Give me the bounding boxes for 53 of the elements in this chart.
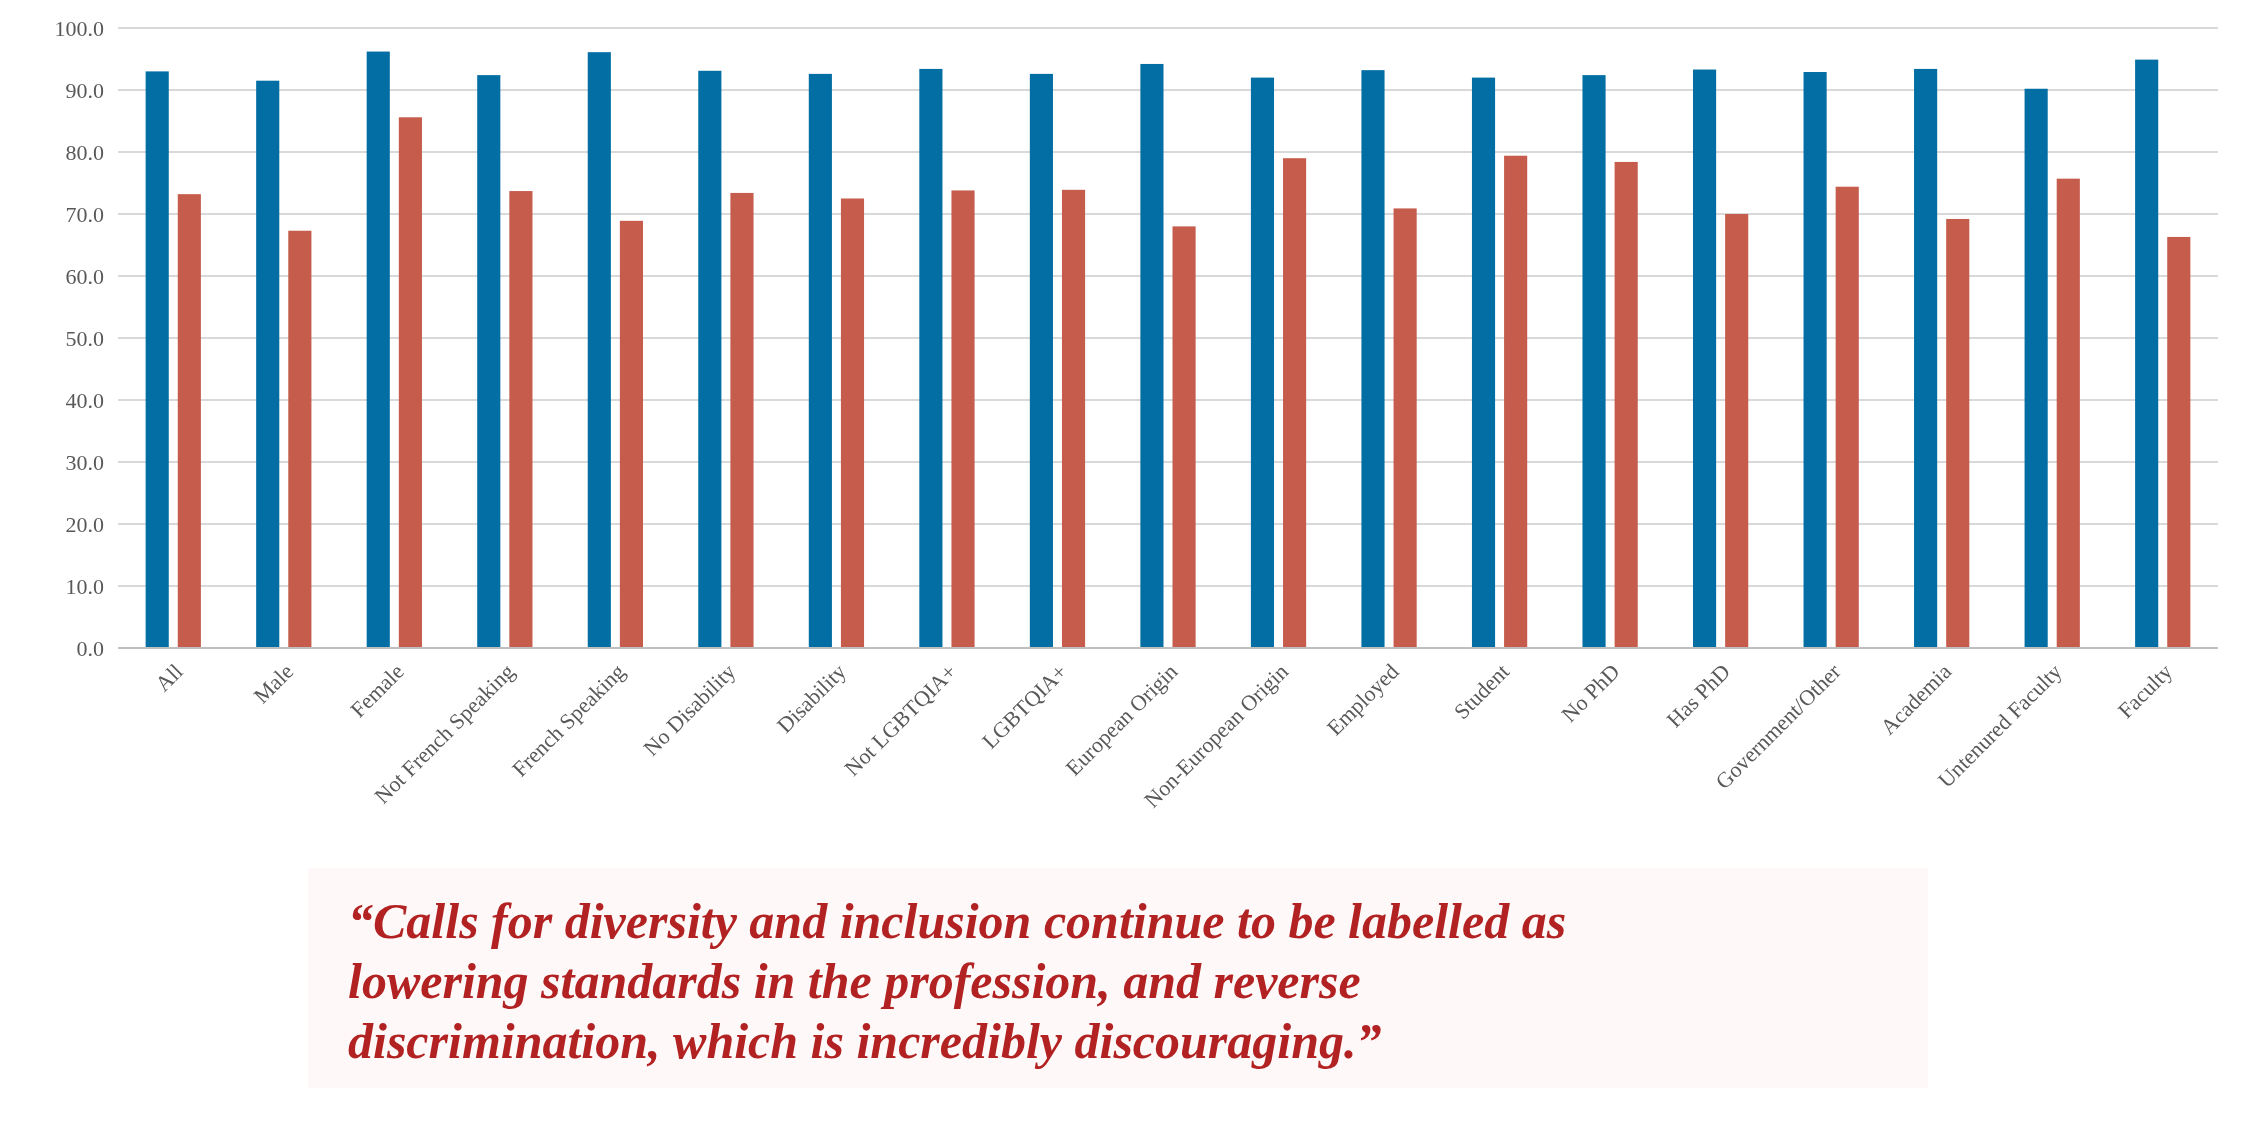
bar [2135,59,2159,648]
y-tick-label: 50.0 [65,325,104,351]
y-tick-label: 100.0 [54,15,104,41]
bar [145,71,169,648]
bar [2167,236,2191,648]
x-tick-label: Male [248,658,299,709]
bar [587,52,611,648]
bar [477,75,501,648]
bar [698,70,722,648]
bar [840,198,865,648]
y-tick-label: 80.0 [65,139,104,165]
bar [2056,178,2080,648]
bar [1393,208,1417,648]
bar [1029,73,1053,648]
bar [398,117,422,648]
bar [619,220,643,648]
x-tick-label: No PhD [1556,658,1625,727]
bar [808,73,832,648]
bar [177,194,201,648]
y-tick-label: 20.0 [65,511,104,537]
bar [1061,189,1086,648]
bar [1946,218,1970,648]
bar [1803,72,1827,648]
bar [1835,186,1859,648]
y-tick-label: 40.0 [65,387,104,413]
y-tick-label: 30.0 [65,449,104,475]
bar [1614,161,1638,648]
bar [366,51,390,648]
bar [919,68,943,648]
bar [1504,155,1528,648]
bar [1172,226,1196,648]
bar [1250,77,1275,648]
bar [1725,214,1749,648]
text: “Calls for diversity and inclusion continue to be labelled as lowering standards in the profession, and reverse discrimination, which is incredibly discouraging.” [348,893,1567,1069]
x-tick-label: All [150,658,188,697]
bar [730,192,754,648]
bar [256,80,280,648]
bar [1283,158,1307,648]
bar [1693,69,1717,648]
bar [1361,70,1385,648]
bar [288,230,312,648]
bar [1914,68,1938,648]
bar [1471,77,1496,648]
y-tick-label: 60.0 [65,263,104,289]
y-tick-label: 90.0 [65,77,104,103]
bar [951,190,975,648]
bar [1140,63,1164,648]
y-tick-label: 10.0 [65,573,104,599]
bar [509,191,533,648]
y-tick-label: 70.0 [65,201,104,227]
bar [1582,75,1606,648]
y-tick-label: 0.0 [76,635,104,661]
bar [2024,88,2048,648]
